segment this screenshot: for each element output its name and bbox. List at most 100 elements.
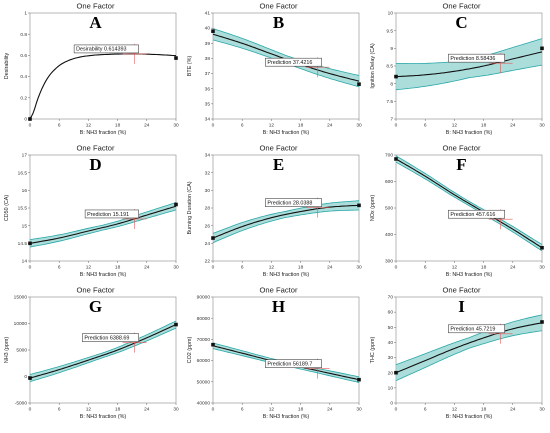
y-tick-label: -5000 xyxy=(15,401,28,407)
prediction-box xyxy=(265,57,322,67)
panel-letter: G xyxy=(89,297,102,316)
prediction-box xyxy=(265,198,322,207)
panel-title: One Factor xyxy=(260,144,298,153)
fitted-line xyxy=(29,205,177,244)
y-tick-label: 28 xyxy=(205,206,211,212)
confidence-band xyxy=(213,200,359,243)
x-tick-label: 12 xyxy=(269,123,275,129)
panel-letter: C xyxy=(455,13,467,32)
y-tick-label: 5000 xyxy=(16,348,27,354)
panel-h: One Factor H 40000 50000 60000 70000 80000 9000… xyxy=(187,286,362,421)
x-tick-label: 30 xyxy=(356,407,362,413)
x-tick-label: 0 xyxy=(29,265,32,271)
x-tick-label: 0 xyxy=(212,123,215,129)
design-point xyxy=(357,82,361,86)
y-tick-label: 700 xyxy=(385,153,393,159)
fitted-line xyxy=(29,324,177,379)
panel-title: One Factor xyxy=(77,2,115,11)
y-tick-label: 17 xyxy=(22,153,28,159)
y-tick-label: 0 xyxy=(24,374,27,380)
x-tick-label: 30 xyxy=(539,265,545,271)
x-axis-label: B: NH3 fraction (%) xyxy=(80,272,127,278)
x-tick-label: 18 xyxy=(115,265,121,271)
confidence-band xyxy=(30,321,176,382)
design-point xyxy=(211,342,215,347)
x-tick-label: 30 xyxy=(173,123,179,129)
x-tick-label: 18 xyxy=(115,123,121,129)
prediction-label: Prediction 6388.69 xyxy=(84,335,129,341)
x-axis-label: B: NH3 fraction (%) xyxy=(80,414,127,420)
x-tick-label: 18 xyxy=(481,123,487,129)
x-tick-label: 18 xyxy=(298,407,304,413)
x-tick-label: 12 xyxy=(269,407,275,413)
y-tick-label: 60000 xyxy=(197,358,211,364)
x-axis-label: B: NH3 fraction (%) xyxy=(446,272,493,278)
panel-f: One Factor F 300 400 500 600 700 0 6 12 18 24 30 B: N… xyxy=(370,144,545,279)
design-point xyxy=(394,74,398,79)
y-tick-label: 30 xyxy=(205,188,211,194)
y-tick-label: 35 xyxy=(205,101,211,107)
panel-i: One Factor I 0 10 20 30 40 50 60 70 0 6 12 18 24 30 B: N… xyxy=(370,286,545,421)
y-tick-label: 70000 xyxy=(197,337,211,343)
fitted-line xyxy=(395,322,543,374)
x-tick-label: 6 xyxy=(58,407,61,413)
x-tick-label: 24 xyxy=(510,407,516,413)
x-tick-label: 6 xyxy=(58,123,61,129)
x-tick-label: 12 xyxy=(269,265,275,271)
x-tick-label: 30 xyxy=(539,123,545,129)
y-tick-label: 15 xyxy=(22,223,28,229)
panel-letter: D xyxy=(89,155,101,174)
y-tick-label: 14 xyxy=(22,259,28,265)
y-tick-label: 9.5 xyxy=(386,28,393,34)
design-point xyxy=(174,202,178,207)
band-lower-edge xyxy=(212,209,359,244)
x-tick-label: 30 xyxy=(356,265,362,271)
x-tick-label: 12 xyxy=(452,407,458,413)
y-tick-label: 15000 xyxy=(14,295,28,301)
band-upper-edge xyxy=(395,155,543,245)
y-tick-label: 0 xyxy=(24,117,27,123)
y-axis-label: Desirability xyxy=(4,53,10,80)
y-tick-label: 70 xyxy=(388,295,394,301)
x-tick-label: 18 xyxy=(481,265,487,271)
plot-frame xyxy=(29,12,177,120)
panel-letter: H xyxy=(272,297,285,316)
prediction-box xyxy=(73,44,139,54)
panel-e: One Factor E 22 24 26 28 30 32 34 0 6 12 18 24 30 B: NH… xyxy=(187,144,362,279)
plot-frame xyxy=(212,12,360,120)
y-tick-label: 50000 xyxy=(197,379,211,385)
band-lower-edge xyxy=(29,209,177,248)
x-tick-label: 12 xyxy=(86,123,92,129)
x-tick-label: 18 xyxy=(481,407,487,413)
design-point xyxy=(540,46,544,51)
design-point xyxy=(540,320,544,324)
y-tick-label: 16 xyxy=(22,188,28,194)
x-tick-label: 0 xyxy=(29,407,32,413)
y-axis-label: NH3 (ppm) xyxy=(4,337,10,364)
y-tick-label: 7 xyxy=(390,117,393,123)
y-tick-label: 16.5 xyxy=(18,170,28,176)
band-upper-edge xyxy=(212,28,360,76)
prediction-box xyxy=(265,359,322,368)
x-tick-label: 24 xyxy=(144,407,150,413)
y-axis-label: CD50 (CA) xyxy=(4,195,10,222)
y-tick-label: 9 xyxy=(390,46,393,52)
band-upper-edge xyxy=(29,202,177,240)
x-tick-label: 0 xyxy=(212,407,215,413)
band-upper-edge xyxy=(395,314,543,366)
panel-title: One Factor xyxy=(77,286,115,295)
y-tick-label: 30 xyxy=(388,355,394,361)
prediction-label: Prediction 28.0388 xyxy=(267,200,312,206)
band-lower-edge xyxy=(29,327,177,383)
x-tick-label: 30 xyxy=(356,123,362,129)
y-axis-label: Burning Duration (CA) xyxy=(187,181,193,234)
band-upper-edge xyxy=(29,320,177,375)
x-tick-label: 6 xyxy=(241,123,244,129)
prediction-box xyxy=(448,209,505,219)
x-tick-label: 24 xyxy=(144,123,150,129)
x-axis-label: B: NH3 fraction (%) xyxy=(263,130,310,136)
panel-c: One Factor C 7 7.5 8 8.5 9 9.5 10 0 6 12 18 24 30 B: NH… xyxy=(370,2,545,137)
y-tick-label: 41 xyxy=(205,11,211,17)
